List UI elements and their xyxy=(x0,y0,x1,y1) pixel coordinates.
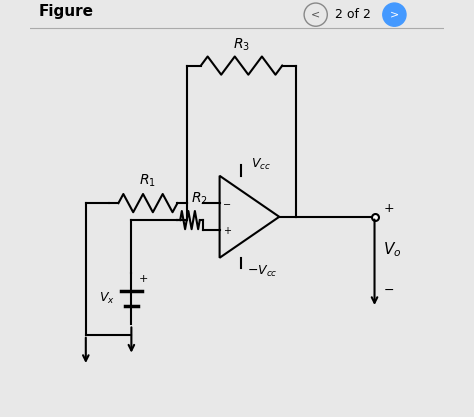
Text: <: < xyxy=(311,10,320,20)
Text: $+$: $+$ xyxy=(383,202,394,215)
Text: $-$: $-$ xyxy=(383,283,394,296)
Text: >: > xyxy=(390,10,399,20)
Text: Figure: Figure xyxy=(38,4,93,19)
Text: $R_1$: $R_1$ xyxy=(139,172,156,188)
Text: $+$: $+$ xyxy=(223,225,232,236)
Text: $-$: $-$ xyxy=(222,198,232,208)
Text: 2 of 2: 2 of 2 xyxy=(335,8,371,21)
Text: $V_x$: $V_x$ xyxy=(99,291,115,306)
Text: $R_3$: $R_3$ xyxy=(233,37,250,53)
Text: $R_2$: $R_2$ xyxy=(191,191,208,207)
Text: $V_{cc}$: $V_{cc}$ xyxy=(252,156,272,172)
Circle shape xyxy=(383,3,406,26)
Text: $-V_{cc}$: $-V_{cc}$ xyxy=(247,264,278,279)
Text: $V_o$: $V_o$ xyxy=(383,241,401,259)
Text: $+$: $+$ xyxy=(137,273,148,284)
